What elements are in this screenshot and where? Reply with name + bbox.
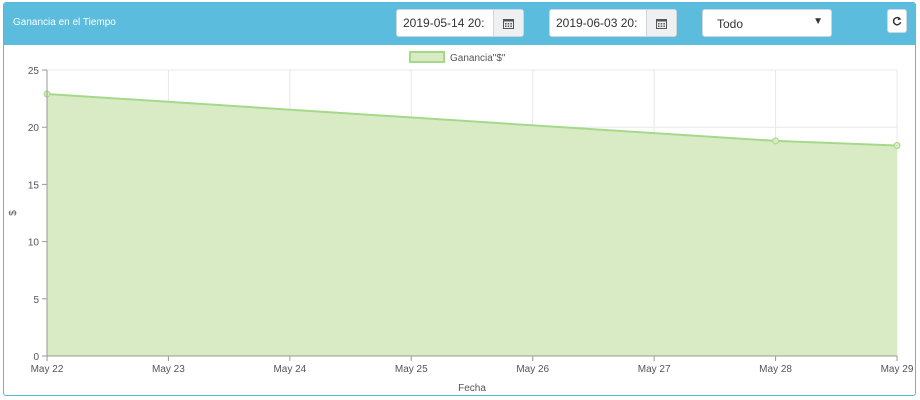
- panel-title: Ganancia en el Tiempo: [13, 17, 116, 28]
- chart-axes: 0 5 10 15 20 25 May 22 May 23 May 24 May 25 May 26…: [8, 66, 914, 394]
- chart-series-area: [43, 90, 901, 357]
- x-tick-label: May 22: [31, 364, 64, 375]
- refresh-icon: [892, 16, 902, 26]
- date-from-calendar-button[interactable]: [493, 10, 523, 36]
- data-point: [893, 142, 901, 150]
- profit-chart: 0 5 10 15 20 25 May 22 May 23 May 24 May 25 May 26…: [8, 51, 914, 394]
- date-to-input[interactable]: [550, 10, 646, 36]
- y-tick-label: 5: [33, 295, 39, 306]
- date-from-group: [396, 9, 524, 37]
- filter-select[interactable]: Todo ▼: [702, 9, 832, 37]
- calendar-icon: [503, 18, 514, 29]
- x-tick-label: May 28: [759, 364, 792, 375]
- x-tick-label: May 23: [152, 364, 185, 375]
- y-tick-label: 10: [28, 238, 40, 249]
- legend-swatch: [409, 51, 445, 63]
- y-tick-label: 25: [28, 66, 40, 77]
- profit-over-time-panel: Ganancia en el Tiempo: [3, 2, 916, 396]
- series-area-fill: [47, 94, 897, 357]
- date-to-calendar-button[interactable]: [646, 10, 676, 36]
- x-tick-label: May 29: [881, 364, 914, 375]
- x-axis-title: Fecha: [458, 383, 486, 394]
- x-tick-label: May 25: [395, 364, 428, 375]
- chart-legend: Ganancia"$": [409, 51, 506, 64]
- x-tick-label: May 27: [638, 364, 671, 375]
- panel-header: Ganancia en el Tiempo: [4, 3, 915, 45]
- caret-down-icon: ▼: [813, 16, 823, 27]
- refresh-button[interactable]: [887, 9, 907, 33]
- y-tick-label: 20: [28, 123, 40, 134]
- x-tick-label: May 26: [516, 364, 549, 375]
- date-from-input[interactable]: [397, 10, 493, 36]
- date-to-group: [549, 9, 677, 37]
- data-point: [772, 137, 780, 145]
- x-tick-label: May 24: [273, 364, 306, 375]
- y-tick-label: 0: [33, 352, 39, 363]
- legend-label: Ganancia"$": [450, 53, 506, 64]
- calendar-icon: [656, 18, 667, 29]
- y-axis-title: $: [8, 210, 19, 216]
- filter-selected-value: Todo: [717, 17, 744, 31]
- y-tick-label: 15: [28, 180, 40, 191]
